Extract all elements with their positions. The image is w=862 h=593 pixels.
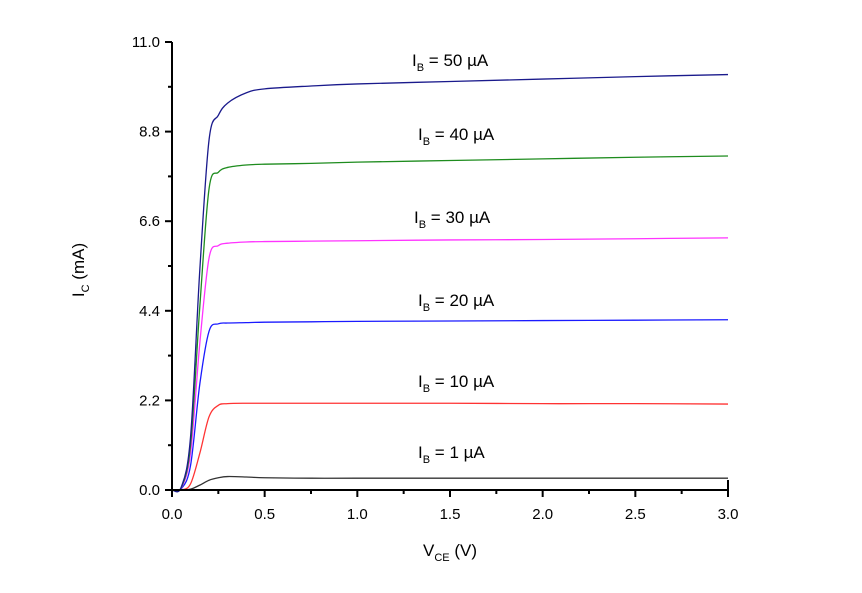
series-label: IB = 10 µA bbox=[418, 372, 495, 395]
series-annotations: IB = 1 µA IB = 10 µA IB = 20 µA IB = 30 µA I… bbox=[412, 51, 495, 466]
series-label: IB = 50 µA bbox=[412, 51, 489, 74]
y-tick-label: 0.0 bbox=[139, 482, 160, 499]
series-label: IB = 30 µA bbox=[414, 208, 491, 231]
series-curve bbox=[171, 402, 729, 492]
axis-lines bbox=[171, 42, 729, 491]
y-tick-label: 6.6 bbox=[139, 213, 160, 230]
y-tick-label: 2.2 bbox=[139, 392, 160, 409]
y-axis-title: IC (mA) bbox=[69, 243, 92, 297]
series-curve bbox=[171, 73, 729, 493]
series-curve bbox=[171, 237, 729, 492]
series-curve bbox=[171, 475, 728, 491]
y-tick-label: 8.8 bbox=[139, 124, 160, 141]
y-axis-title-text: IC (mA) bbox=[69, 243, 92, 297]
x-tick-label: 2.5 bbox=[625, 506, 646, 523]
series-curve bbox=[171, 155, 729, 493]
x-tick-label: 1.0 bbox=[347, 506, 368, 523]
y-tick-label: 11.0 bbox=[132, 34, 160, 51]
x-tick-label: 2.0 bbox=[532, 506, 553, 523]
x-tick-label: 0.0 bbox=[162, 506, 183, 523]
series-curve bbox=[171, 319, 729, 492]
series-label: IB = 20 µA bbox=[418, 291, 495, 314]
curves bbox=[171, 73, 729, 493]
y-tick-label: 4.4 bbox=[139, 303, 160, 320]
x-axis-title: VCE (V) bbox=[423, 541, 477, 564]
series-label: IB = 1 µA bbox=[418, 443, 485, 466]
x-tick-label: 0.5 bbox=[254, 506, 275, 523]
x-tick-label: 3.0 bbox=[718, 506, 739, 523]
axes: 0.0 2.2 4.4 6.6 8.8 11.0 0.0 0.5 1.0 1.5 2.0 2.5 3.0 bbox=[132, 34, 739, 523]
x-tick-label: 1.5 bbox=[440, 506, 461, 523]
series-label: IB = 40 µA bbox=[418, 125, 495, 148]
